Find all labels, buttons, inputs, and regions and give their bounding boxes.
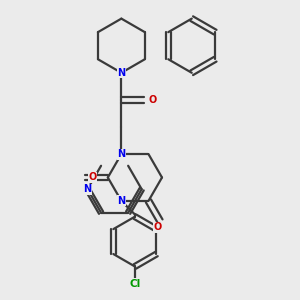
Text: N: N <box>83 184 92 194</box>
Text: Cl: Cl <box>129 279 140 289</box>
Text: N: N <box>117 68 125 78</box>
Text: O: O <box>88 172 96 182</box>
Text: N: N <box>117 196 125 206</box>
Text: O: O <box>153 222 162 232</box>
Text: O: O <box>148 95 156 105</box>
Text: N: N <box>117 149 125 159</box>
